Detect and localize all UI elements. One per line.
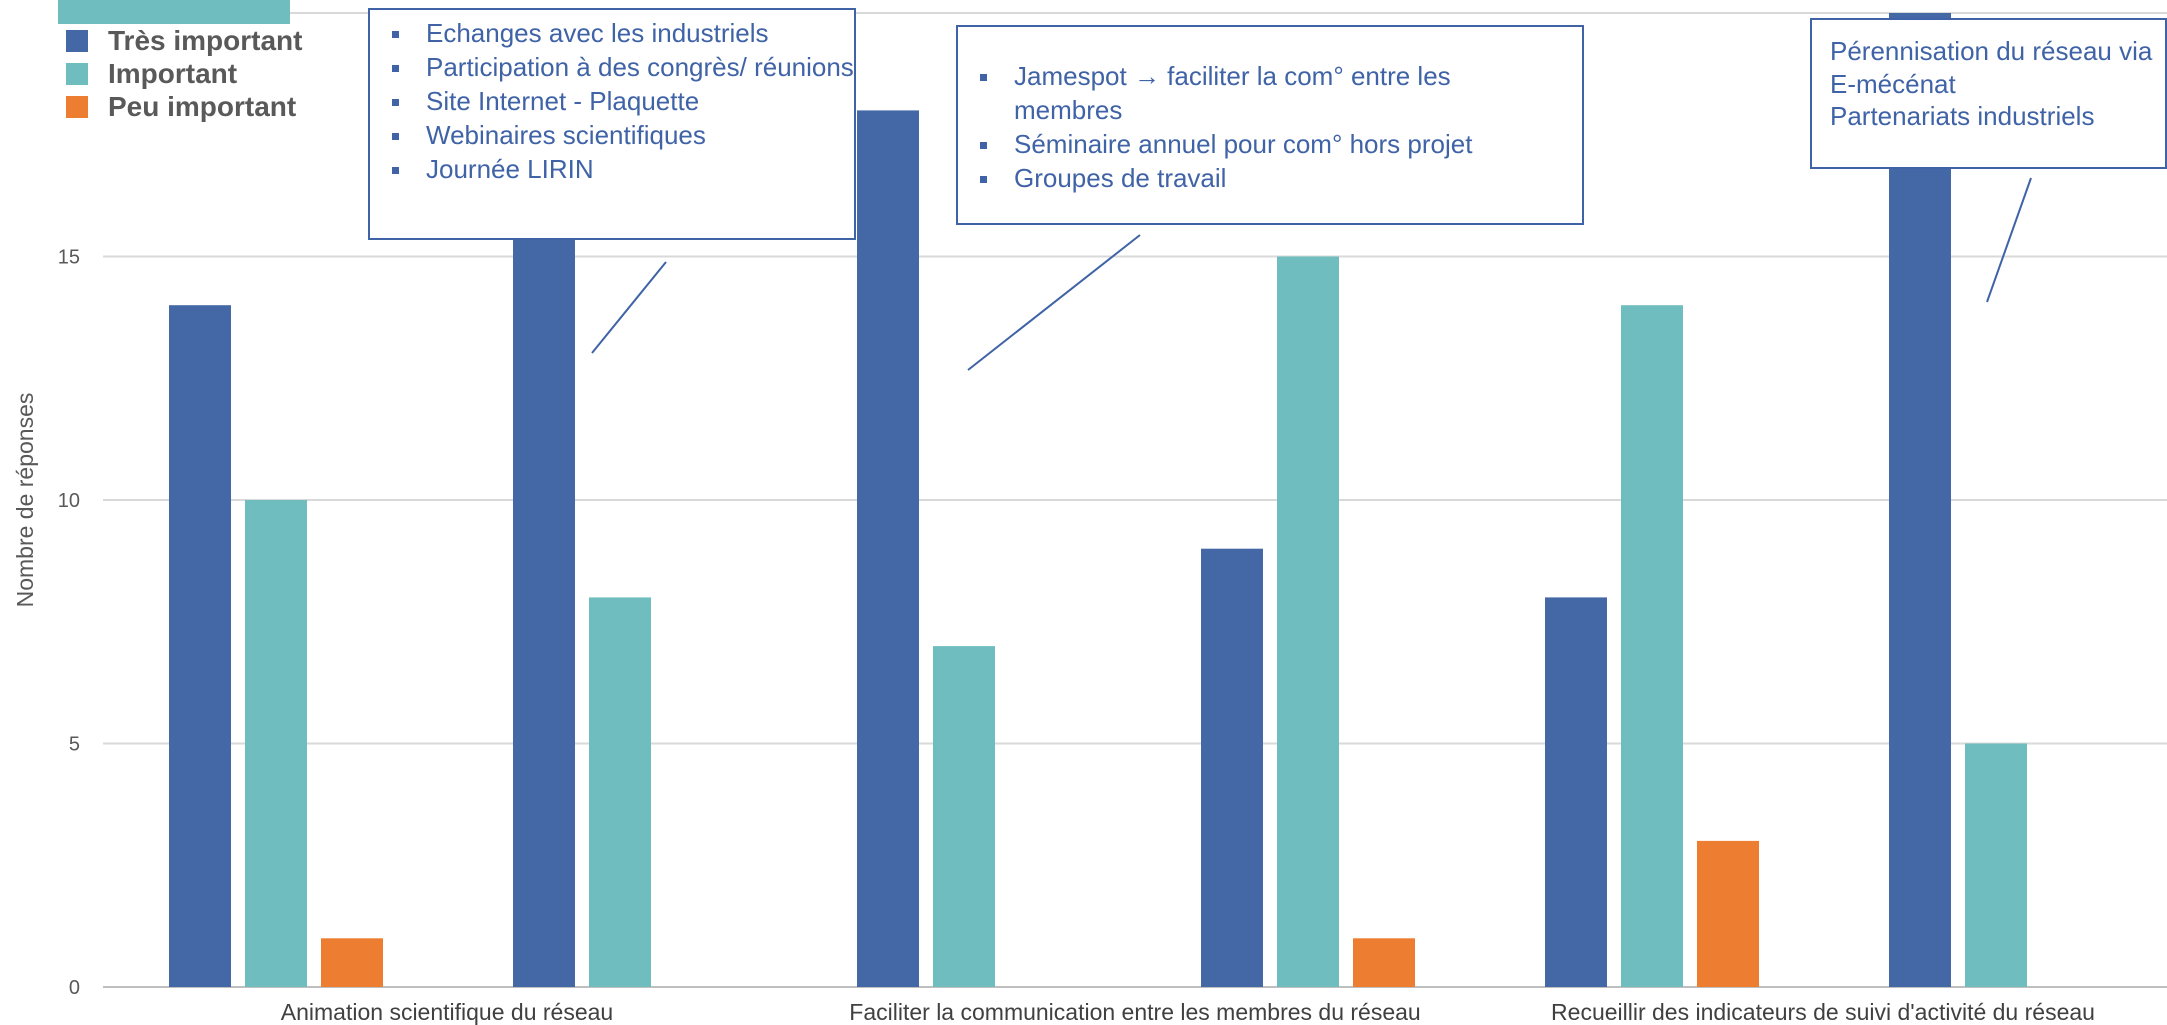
y-tick-label: 10 xyxy=(58,490,80,512)
callout-item: Jamespot → faciliter la com° entre les m… xyxy=(958,59,1582,127)
y-tick-label: 5 xyxy=(69,734,80,756)
callout-item: Journée LIRIN xyxy=(370,152,854,186)
bar xyxy=(1965,743,2027,987)
callout-item: Groupes de travail xyxy=(958,161,1582,195)
bar xyxy=(589,597,651,987)
bar xyxy=(1889,13,1951,987)
category-labels: Animation scientifique du réseau Facilite… xyxy=(281,999,2095,1025)
callout-box-2: Jamespot → faciliter la com° entre les m… xyxy=(956,25,1584,225)
bar xyxy=(857,110,919,987)
bar xyxy=(1201,548,1263,987)
y-tick-labels: 0 5 10 15 xyxy=(58,247,80,1000)
legend-item-peu-important: Peu important xyxy=(66,90,302,123)
callout-box-3: Pérennisation du réseau via E-mécénat Pa… xyxy=(1810,18,2167,169)
bar xyxy=(1353,938,1415,987)
callout-line: Pérennisation du réseau via xyxy=(1830,36,2153,66)
bar xyxy=(933,646,995,987)
bar xyxy=(513,159,575,988)
callout-2-leader xyxy=(967,234,1141,371)
callout-item: Participation à des congrès/ réunions xyxy=(370,50,854,84)
y-tick-label: 0 xyxy=(69,977,80,999)
y-tick-label: 15 xyxy=(58,247,80,269)
bar xyxy=(1545,597,1607,987)
bar xyxy=(1697,840,1759,987)
bar xyxy=(245,500,307,987)
category-label: Recueillir des indicateurs de suivi d'ac… xyxy=(1551,999,2095,1025)
bar xyxy=(169,305,231,987)
callout-item: Webinaires scientifiques xyxy=(370,118,854,152)
callout-3-leader xyxy=(1986,177,2032,303)
legend-item-important: Important xyxy=(66,57,302,90)
category-label: Faciliter la communication entre les mem… xyxy=(849,999,1420,1025)
bar xyxy=(321,938,383,987)
bar xyxy=(1621,305,1683,987)
legend-item-tres-important: Très important xyxy=(66,24,302,57)
legend-swatch xyxy=(66,95,88,118)
legend: Très important Important Peu important xyxy=(66,24,302,123)
legend-swatch xyxy=(66,62,88,85)
legend-label: Très important xyxy=(108,24,303,56)
legend-label: Important xyxy=(108,57,238,89)
y-axis-label: Nombre de réponses xyxy=(12,393,38,608)
corner-decoration xyxy=(58,0,290,24)
bar xyxy=(1277,256,1339,987)
callout-item: Site Internet - Plaquette xyxy=(370,84,854,118)
category-label: Animation scientifique du réseau xyxy=(281,999,613,1025)
callout-1-leader xyxy=(591,261,667,354)
callout-line: Partenariats industriels xyxy=(1830,101,2095,131)
bars xyxy=(169,13,2027,988)
callout-box-1: Echanges avec les industriels Participat… xyxy=(368,8,856,240)
legend-swatch xyxy=(66,29,88,52)
legend-label: Peu important xyxy=(108,90,297,122)
callout-item: Séminaire annuel pour com° hors projet xyxy=(958,127,1582,161)
callout-line: E-mécénat xyxy=(1830,69,1956,99)
callout-item: Echanges avec les industriels xyxy=(370,16,854,50)
